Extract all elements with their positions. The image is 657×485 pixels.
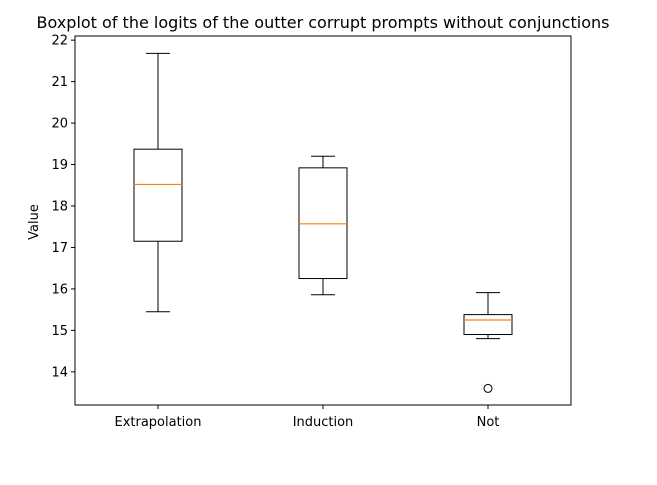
iqr-box <box>298 167 348 280</box>
x-tick-label: Extrapolation <box>114 415 201 430</box>
plot-frame <box>74 35 572 406</box>
y-tick-label: 18 <box>51 199 68 214</box>
y-axis-label: Value <box>27 204 42 240</box>
boxes-group <box>133 52 513 393</box>
y-axis: 14 15 16 17 18 19 20 21 22 <box>51 34 75 380</box>
box-induction <box>298 155 348 296</box>
x-tick-label: Not <box>477 415 500 430</box>
x-axis: Extrapolation Induction Not <box>114 405 499 430</box>
chart-title: Boxplot of the logits of the outter corr… <box>37 13 610 32</box>
y-tick-label: 15 <box>51 324 68 339</box>
y-tick-label: 21 <box>51 75 68 90</box>
iqr-box <box>133 148 183 242</box>
box-extrapolation <box>133 52 183 313</box>
y-tick-label: 19 <box>51 158 68 173</box>
box-not <box>463 292 513 393</box>
y-tick-label: 14 <box>51 365 68 380</box>
x-tick-label: Induction <box>293 415 354 430</box>
iqr-box <box>463 314 513 336</box>
y-tick-label: 20 <box>51 117 68 132</box>
y-tick-label: 22 <box>51 34 68 49</box>
y-tick-label: 16 <box>51 282 68 297</box>
y-tick-label: 17 <box>51 241 68 256</box>
outlier-point <box>483 383 493 393</box>
